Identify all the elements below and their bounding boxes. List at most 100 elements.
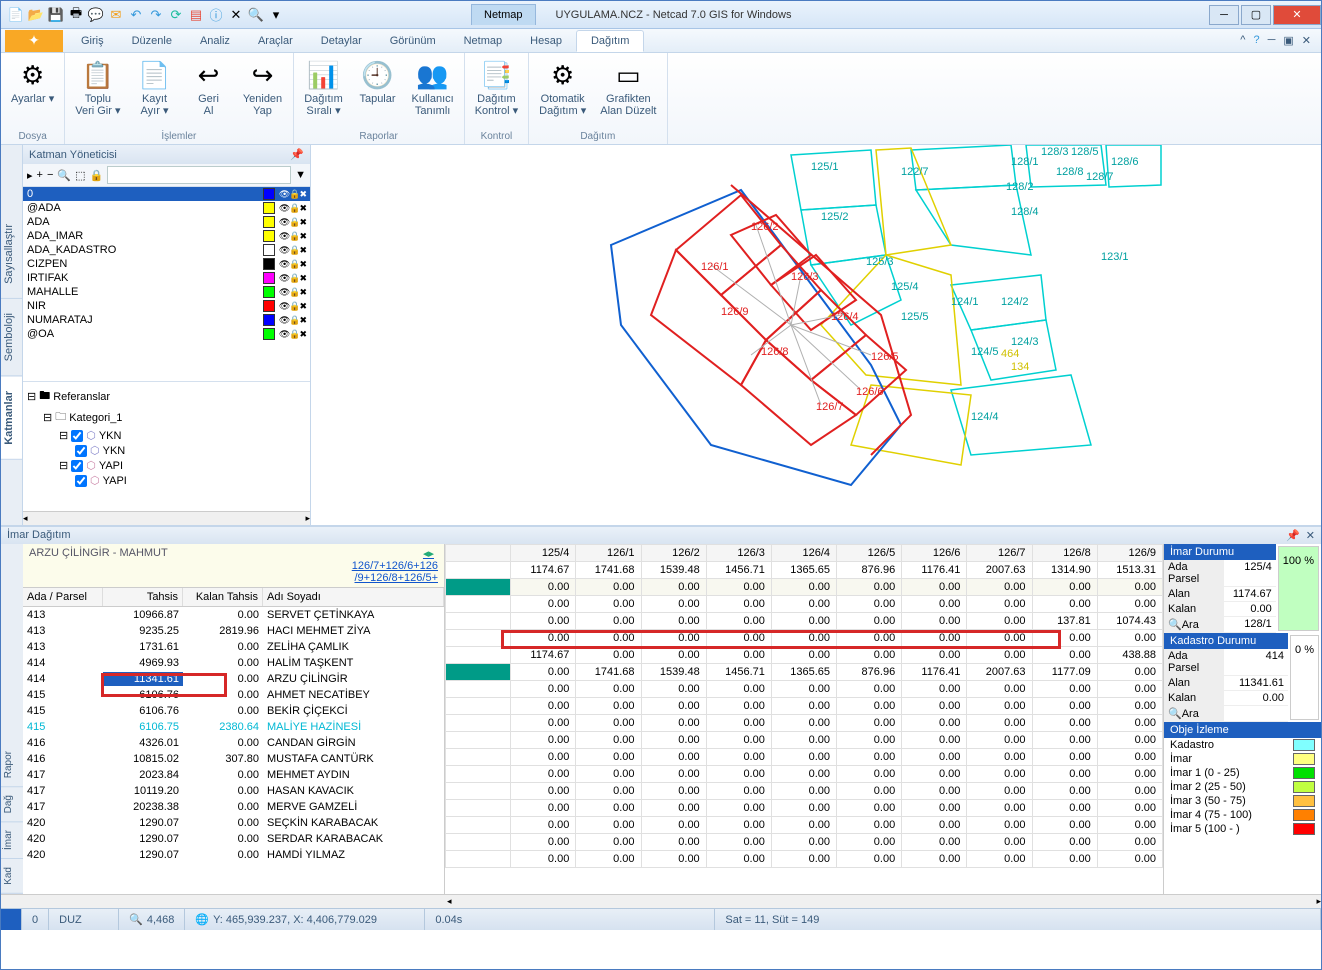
filter2-icon[interactable]: ⬚ <box>75 169 85 182</box>
save-icon[interactable]: 💾 <box>47 6 65 24</box>
link-icon[interactable]: ✕ <box>227 6 245 24</box>
file-button[interactable]: ✦ <box>5 30 63 52</box>
layer-row[interactable]: @OA👁🔒✖ <box>23 327 310 341</box>
print-icon[interactable]: 🖶 <box>67 6 85 24</box>
side-tab-1[interactable]: Semboloji <box>1 299 22 376</box>
remove-layer-icon[interactable]: − <box>47 169 53 181</box>
menu-giriş[interactable]: Giriş <box>67 31 118 51</box>
owner-row[interactable]: 4201290.070.00SERDAR KARABACAK <box>23 831 444 847</box>
layer-row[interactable]: CIZPEN👁🔒✖ <box>23 257 310 271</box>
close2-icon[interactable]: ✕ <box>1302 34 1311 47</box>
layer-row[interactable]: ADA_KADASTRO👁🔒✖ <box>23 243 310 257</box>
val-kara[interactable] <box>1220 707 1284 720</box>
tree-item[interactable]: ⊟⬡YKN <box>27 428 306 443</box>
minimize-button[interactable]: ─ <box>1209 5 1239 25</box>
side-tab-2[interactable]: Katmanlar <box>1 377 22 460</box>
close-panel-icon[interactable]: ✕ <box>1306 529 1315 542</box>
lock-icon[interactable]: 🔒 <box>90 169 104 182</box>
ribbon-tapular[interactable]: 🕘Tapular <box>356 57 400 107</box>
tree-collapse-icon[interactable]: ⊟ <box>27 390 36 403</box>
layer-row[interactable]: @ADA👁🔒✖ <box>23 201 310 215</box>
redo-icon[interactable]: ↷ <box>147 6 165 24</box>
nav-icons[interactable]: ◂▸ <box>423 548 434 560</box>
owner-row[interactable]: 4201290.070.00SEÇKİN KARABACAK <box>23 815 444 831</box>
layer-row[interactable]: IRTIFAK👁🔒✖ <box>23 271 310 285</box>
owner-row[interactable]: 4144969.930.00HALİM TAŞKENT <box>23 655 444 671</box>
ribbon-geri[interactable]: ↩GeriAl <box>187 57 231 119</box>
dropdown-icon[interactable]: ▾ <box>267 6 285 24</box>
ribbon-otomatik[interactable]: ⚙OtomatikDağıtım ▾ <box>537 57 588 119</box>
parcel-link-1[interactable]: 126/7+126/6+126 <box>352 560 438 572</box>
search-icon[interactable]: 🔍Ara <box>1164 706 1224 721</box>
filter1-icon[interactable]: 🔍 <box>57 169 71 182</box>
side-tab-0[interactable]: Sayısallaştır <box>1 210 22 299</box>
menu-hesap[interactable]: Hesap <box>516 31 576 51</box>
list-icon[interactable]: ▤ <box>187 6 205 24</box>
layer-row[interactable]: ADA_IMAR👁🔒✖ <box>23 229 310 243</box>
bp-tab-Dağ[interactable]: Dağ <box>1 787 23 822</box>
parcel-link-2[interactable]: /9+126/8+126/5+ <box>355 572 439 584</box>
layer-row[interactable]: NIR👁🔒✖ <box>23 299 310 313</box>
pin-icon[interactable]: 📌 <box>290 148 304 161</box>
ribbon-kayıt[interactable]: 📄KayıtAyır ▾ <box>133 57 177 119</box>
owner-row[interactable]: 41710119.200.00HASAN KAVACIK <box>23 783 444 799</box>
map-canvas[interactable]: 126/1126/2 126/3126/4 126/5126/6 126/712… <box>311 145 1321 525</box>
col-adsoyad[interactable]: Adı Soyadı <box>263 588 444 606</box>
bp-tab-İmar[interactable]: İmar <box>1 822 23 859</box>
tree-item[interactable]: ⊟⬡YAPI <box>27 458 306 473</box>
tree-item[interactable]: ⬡YAPI <box>27 473 306 488</box>
mail-icon[interactable]: ✉ <box>107 6 125 24</box>
search-icon[interactable]: 🔍Ara <box>1164 617 1224 632</box>
maximize-button[interactable]: ▢ <box>1241 5 1271 25</box>
layer-filter-input[interactable] <box>107 166 291 184</box>
menu-dağıtım[interactable]: Dağıtım <box>576 30 645 52</box>
owner-row[interactable]: 4156106.760.00AHMET NECATİBEY <box>23 687 444 703</box>
col-tahsis[interactable]: Tahsis <box>103 588 183 606</box>
pin-icon[interactable]: 📌 <box>1286 529 1300 542</box>
ribbon-yeniden[interactable]: ↪YenidenYap <box>241 57 285 119</box>
context-tab[interactable]: Netmap <box>471 4 536 25</box>
refresh-icon[interactable]: ⟳ <box>167 6 185 24</box>
new-icon[interactable]: 📄 <box>7 6 25 24</box>
menu-analiz[interactable]: Analiz <box>186 31 244 51</box>
ribbon-dağıtım[interactable]: 📊DağıtımSıralı ▾ <box>302 57 346 119</box>
min2-icon[interactable]: ─ <box>1268 34 1276 47</box>
owner-row[interactable]: 4201290.070.00HAMDİ YILMAZ <box>23 847 444 863</box>
tree-item[interactable]: ⬡YKN <box>27 443 306 458</box>
bp-tab-Kad[interactable]: Kad <box>1 859 23 894</box>
layer-row[interactable]: ADA👁🔒✖ <box>23 215 310 229</box>
open-icon[interactable]: 📂 <box>27 6 45 24</box>
owner-row[interactable]: 4131731.610.00ZELİHA ÇAMLIK <box>23 639 444 655</box>
owner-table-rows[interactable]: 41310966.870.00SERVET ÇETİNKAYA4139235.2… <box>23 607 444 894</box>
distribution-grid[interactable]: 125/4126/1126/2126/3126/4126/5126/6126/7… <box>445 544 1163 894</box>
layer-list[interactable]: 0👁🔒✖@ADA👁🔒✖ADA👁🔒✖ ADA_IMAR👁🔒✖ ADA_KADAST… <box>23 187 310 381</box>
menu-araçlar[interactable]: Araçlar <box>244 31 307 51</box>
col-ada[interactable]: Ada / Parsel <box>23 588 103 606</box>
help-icon[interactable]: ? <box>1253 34 1259 47</box>
ribbon-grafikten[interactable]: ▭GrafiktenAlan Düzelt <box>598 57 658 119</box>
restore-icon[interactable]: ▣ <box>1283 34 1293 47</box>
owner-row[interactable]: 4156106.752380.64MALİYE HAZİNESİ <box>23 719 444 735</box>
owner-row[interactable]: 41610815.02307.80MUSTAFA CANTÜRK <box>23 751 444 767</box>
owner-row[interactable]: 4139235.252819.96HACI MEHMET ZİYA <box>23 623 444 639</box>
collapse-ribbon-icon[interactable]: ^ <box>1240 34 1245 47</box>
menu-görünüm[interactable]: Görünüm <box>376 31 450 51</box>
layer-row[interactable]: MAHALLE👁🔒✖ <box>23 285 310 299</box>
tree-collapse-icon[interactable]: ⊟ <box>43 411 52 424</box>
ribbon-toplu[interactable]: 📋TopluVeri Gir ▾ <box>73 57 122 119</box>
owner-row[interactable]: 41411341.610.00ARZU ÇİLİNGİR <box>23 671 444 687</box>
menu-netmap[interactable]: Netmap <box>450 31 517 51</box>
info-icon[interactable]: ⓘ <box>207 6 225 24</box>
ribbon-ayarlar[interactable]: ⚙Ayarlar ▾ <box>9 57 56 107</box>
owner-row[interactable]: 4172023.840.00MEHMET AYDIN <box>23 767 444 783</box>
expand-icon[interactable]: ▸ <box>27 169 33 182</box>
ribbon-dağıtım[interactable]: 📑DağıtımKontrol ▾ <box>473 57 520 119</box>
undo-icon[interactable]: ↶ <box>127 6 145 24</box>
add-layer-icon[interactable]: + <box>37 169 43 181</box>
ribbon-kullanıcı[interactable]: 👥KullanıcıTanımlı <box>410 57 456 119</box>
col-kalan[interactable]: Kalan Tahsis <box>183 588 263 606</box>
owner-row[interactable]: 41310966.870.00SERVET ÇETİNKAYA <box>23 607 444 623</box>
val-ara[interactable]: 128/1 <box>1220 618 1272 631</box>
owner-row[interactable]: 4156106.760.00BEKİR ÇİÇEKCİ <box>23 703 444 719</box>
bp-tab-Rapor[interactable]: Rapor <box>1 743 23 787</box>
